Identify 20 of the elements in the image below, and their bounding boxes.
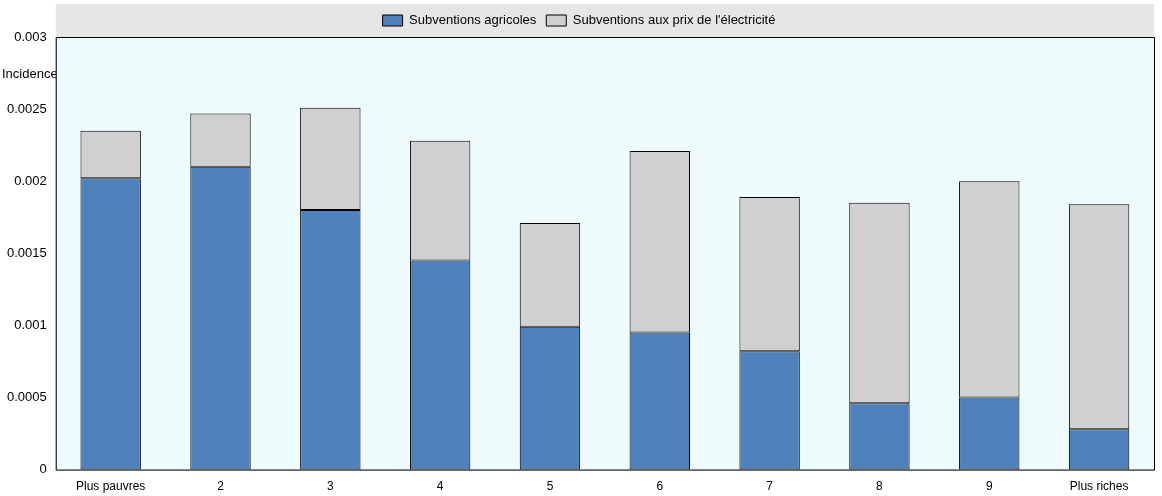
x-tick-label: 9 xyxy=(985,479,993,494)
x-tick-label: 6 xyxy=(656,479,664,494)
legend-label: Subventions aux prix de l'électricité xyxy=(572,12,776,28)
x-tick-label: 5 xyxy=(546,479,554,494)
legend-label: Subventions agricoles xyxy=(409,12,537,28)
x-tick-label: 8 xyxy=(876,479,884,494)
y-tick-label: 0.0015 xyxy=(7,244,47,260)
y-axis-title: Incidence xyxy=(2,66,58,81)
x-tick-label: 2 xyxy=(217,479,225,494)
x-tick-label: 3 xyxy=(326,479,334,494)
y-tick-label: 0.003 xyxy=(14,28,47,44)
y-tick-label: 0.002 xyxy=(14,172,47,188)
x-tick-label: 7 xyxy=(766,479,774,494)
y-tick-label: 0.0005 xyxy=(7,389,47,405)
y-tick-label: 0.001 xyxy=(14,316,47,332)
x-tick-label: Plus riches xyxy=(1069,479,1129,494)
y-tick-label: 0.0025 xyxy=(7,100,47,116)
x-tick-label: Plus pauvres xyxy=(75,479,146,494)
y-tick-label: 0 xyxy=(39,461,47,477)
x-tick-label: 4 xyxy=(436,479,444,494)
